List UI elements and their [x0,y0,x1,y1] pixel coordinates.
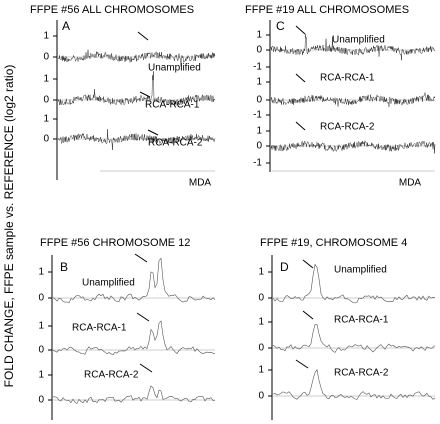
tick-label: -1 [253,62,262,73]
panel-letter: A [62,19,70,33]
tick-label: 0 [258,293,264,304]
trace-label: Unamplified [332,35,385,46]
panel-letter: C [276,19,285,33]
arrow [295,359,309,369]
tick-label: 0 [258,391,264,402]
tick-label: 0 [38,293,44,304]
tick-label: 1 [43,74,49,85]
trace-label: RCA-RCA-1 [145,100,200,111]
tick-label: 1 [256,30,262,41]
footer-label: MDA [189,178,212,189]
panel-title: FFPE #56 CHROMOSOME 12 [40,237,190,249]
tick-label: 1 [256,77,262,88]
trace [270,92,436,108]
tick-label: 0 [38,395,44,406]
trace [270,140,436,154]
trace-label: RCA-RCA-1 [334,315,389,326]
trace [52,257,216,304]
tick-label: 1 [258,365,264,376]
trace-label: RCA-RCA-2 [84,370,139,381]
tick-label: 0 [43,52,49,63]
tick-label: 1 [258,267,264,278]
trace [52,320,216,355]
arrow [302,259,314,269]
footer-label: MDA [399,178,422,189]
panel-title: FFPE #56 ALL CHROMOSOMES [30,4,194,16]
tick-label: 1 [43,31,49,42]
trace-label: RCA-RCA-1 [320,73,375,84]
trace [272,324,436,353]
trace-label: RCA-RCA-2 [334,368,389,379]
tick-label: 0 [256,141,262,152]
arrow [136,312,150,322]
panel-letter: D [280,260,289,274]
tick-label: 0 [38,345,44,356]
tick-label: 0 [258,343,264,354]
trace [52,385,216,405]
tick-label: 0 [43,134,49,145]
arrow [137,31,149,41]
trace-label: RCA-RCA-2 [320,122,375,133]
trace-label: Unamplified [334,265,387,276]
arrow [295,25,306,35]
arrow [295,121,306,131]
trace-label: Unamplified [148,63,201,74]
arrow [302,310,314,320]
arrow [134,253,148,263]
arrow [139,91,151,98]
tick-label: 1 [38,370,44,381]
panel-title: FFPE #19, CHROMOSOME 4 [260,237,407,249]
arrow [147,129,159,136]
trace [58,49,216,67]
trace [57,71,216,107]
tick-label: -1 [253,110,262,121]
trace-label: RCA-RCA-1 [72,323,127,334]
tick-label: 1 [38,321,44,332]
arrow [295,73,306,83]
tick-label: 1 [256,126,262,137]
trace [272,369,436,400]
tick-label: -1 [253,158,262,169]
tick-label: 0 [256,45,262,56]
trace-label: RCA-RCA-2 [148,138,203,149]
tick-label: 1 [38,267,44,278]
trace-label: Unamplified [82,278,135,289]
tick-label: 1 [258,317,264,328]
tick-label: 0 [43,95,49,106]
panel-title: FFPE #19 ALL CHROMOSOMES [245,4,409,16]
tick-label: 1 [43,114,49,125]
trace [270,34,436,61]
trace [57,129,216,151]
panel-letter: B [60,260,68,274]
trace [272,263,436,304]
arrow [139,363,153,373]
tick-label: 0 [256,95,262,106]
y-axis-label: FOLD CHANGE, FFPE sample vs. REFERENCE (… [2,65,16,388]
